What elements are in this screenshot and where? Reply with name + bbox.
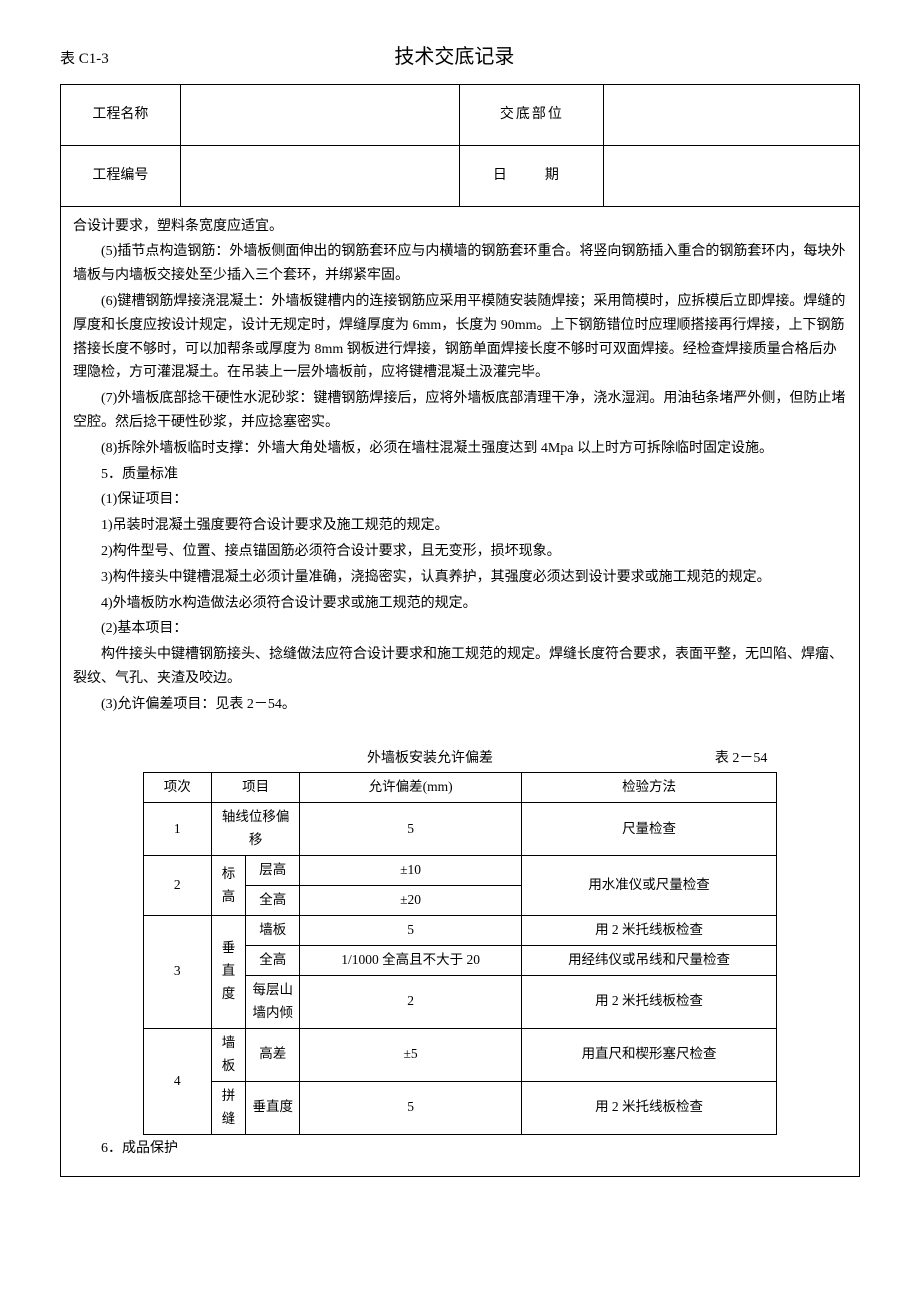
page-header: 表 C1-3 技术交底记录 [60,40,860,74]
cell-subitem: 垂直度 [246,1081,300,1134]
content-line: 构件接头中键槽钢筋接头、捻缝做法应符合设计要求和施工规范的规定。焊缝长度符合要求… [73,643,847,691]
header-method: 检验方法 [521,773,777,803]
content-paragraph: (7)外墙板底部捻干硬性水泥砂浆：键槽钢筋焊接后，应将外墙板底部清理干净，浇水湿… [73,387,847,435]
cell-index: 3 [143,916,211,1029]
subtable-title-row: 外墙板安装允许偏差 表 2－54 [143,747,778,771]
cell-method: 用直尺和楔形塞尺检查 [521,1028,777,1081]
cell-method: 用 2 米托线板检查 [521,1081,777,1134]
cell-index: 4 [143,1028,211,1134]
cell-subitem: 每层山墙内倾 [246,975,300,1028]
cell-item: 轴线位移偏移 [211,803,300,856]
cell-subitem: 墙板 [246,916,300,946]
table-row: 工程名称 交底部位 [61,85,860,146]
cell-index: 1 [143,803,211,856]
cell-deviation: ±10 [300,856,521,886]
subtable-caption: 外墙板安装允许偏差 [153,747,648,771]
cell-category: 墙板 [211,1028,245,1081]
content-line: (1)保证项目： [73,488,847,512]
content-line: 4)外墙板防水构造做法必须符合设计要求或施工规范的规定。 [73,592,847,616]
deviation-table: 项次 项目 允许偏差(mm) 检验方法 1 轴线位移偏移 5 尺量检查 2 标高… [143,772,778,1134]
cell-subitem: 高差 [246,1028,300,1081]
section-heading: 5．质量标准 [73,463,847,487]
document-title: 技术交底记录 [149,40,760,74]
info-table: 工程名称 交底部位 工程编号 日 期 [60,84,860,207]
cell-method: 用 2 米托线板检查 [521,975,777,1028]
cell-subitem: 全高 [246,945,300,975]
content-paragraph: (8)拆除外墙板临时支撑：外墙大角处墙板，必须在墙柱混凝土强度达到 4Mpa 以… [73,437,847,461]
cell-category: 标高 [211,856,245,916]
content-line: 1)吊装时混凝土强度要符合设计要求及施工规范的规定。 [73,514,847,538]
project-name-label: 工程名称 [61,85,181,146]
table-row: 拼缝 垂直度 5 用 2 米托线板检查 [143,1081,777,1134]
cell-category: 拼缝 [211,1081,245,1134]
table-row: 2 标高 层高 ±10 用水准仪或尺量检查 [143,856,777,886]
project-no-label: 工程编号 [61,145,181,206]
date-value [604,145,860,206]
project-name-value [180,85,460,146]
cell-method: 用 2 米托线板检查 [521,916,777,946]
cell-subitem: 层高 [246,856,300,886]
subtable-number: 表 2－54 [647,747,767,771]
cell-method: 用经纬仪或吊线和尺量检查 [521,945,777,975]
date-label: 日 期 [460,145,604,206]
cell-method: 用水准仪或尺量检查 [521,856,777,916]
cell-category: 垂直度 [211,916,245,1029]
header-index: 项次 [143,773,211,803]
content-box: 合设计要求，塑料条宽度应适宜。 (5)插节点构造钢筋：外墙板侧面伸出的钢筋套环应… [60,207,860,1178]
cell-method: 尺量检查 [521,803,777,856]
content-line: 合设计要求，塑料条宽度应适宜。 [73,215,847,239]
table-row: 3 垂直度 墙板 5 用 2 米托线板检查 [143,916,777,946]
cell-subitem: 全高 [246,886,300,916]
content-paragraph: (5)插节点构造钢筋：外墙板侧面伸出的钢筋套环应与内横墙的钢筋套环重合。将竖向钢… [73,240,847,288]
cell-deviation: 5 [300,1081,521,1134]
section-heading: 6．成品保护 [73,1137,847,1161]
content-line: (2)基本项目： [73,617,847,641]
table-row: 项次 项目 允许偏差(mm) 检验方法 [143,773,777,803]
content-line: (3)允许偏差项目：见表 2－54。 [73,693,847,717]
header-item: 项目 [211,773,300,803]
cell-deviation: 1/1000 全高且不大于 20 [300,945,521,975]
content-line: 2)构件型号、位置、接点锚固筋必须符合设计要求，且无变形，损坏现象。 [73,540,847,564]
table-row: 4 墙板 高差 ±5 用直尺和楔形塞尺检查 [143,1028,777,1081]
cell-deviation: ±20 [300,886,521,916]
header-deviation: 允许偏差(mm) [300,773,521,803]
project-no-value [180,145,460,206]
cell-deviation: ±5 [300,1028,521,1081]
content-paragraph: (6)键槽钢筋焊接浇混凝土：外墙板键槽内的连接钢筋应采用平模随安装随焊接；采用筒… [73,290,847,385]
cell-index: 2 [143,856,211,916]
cell-deviation: 2 [300,975,521,1028]
table-row: 工程编号 日 期 [61,145,860,206]
position-label: 交底部位 [460,85,604,146]
table-row: 1 轴线位移偏移 5 尺量检查 [143,803,777,856]
content-line: 3)构件接头中键槽混凝土必须计量准确，浇捣密实，认真养护，其强度必须达到设计要求… [73,566,847,590]
cell-deviation: 5 [300,916,521,946]
cell-deviation: 5 [300,803,521,856]
position-value [604,85,860,146]
table-code: 表 C1-3 [60,47,109,73]
